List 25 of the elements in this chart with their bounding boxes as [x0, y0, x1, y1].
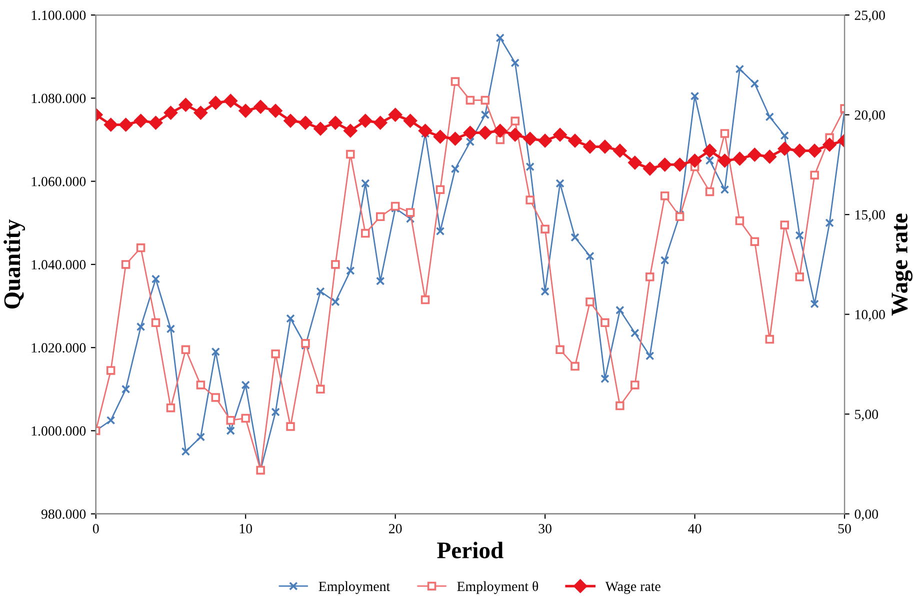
- x-tick-label: 40: [688, 524, 702, 534]
- y2-tick-label: 5,00: [855, 410, 878, 422]
- legend-label: Employment θ: [457, 581, 538, 594]
- y-tick-label: 1.000.000: [32, 426, 86, 436]
- x-tick-label: 0: [92, 524, 99, 534]
- y-axis-title: Quantity: [4, 219, 26, 309]
- y2-tick-label: 15,00: [855, 210, 885, 222]
- x-tick-label: 50: [838, 524, 851, 534]
- y2-tick-label: 25,00: [854, 10, 885, 22]
- y2-tick-label: 20,00: [854, 110, 885, 122]
- y-tick-label: 1.080.000: [32, 94, 86, 104]
- y2-tick-label: 10,00: [855, 310, 885, 322]
- x-tick-label: 10: [240, 524, 252, 534]
- y-tick-label: 980.000: [41, 509, 86, 519]
- x-tick-label: 20: [388, 524, 402, 534]
- legend-label: Employment: [318, 581, 390, 594]
- legend-label: Wage rate: [605, 582, 660, 594]
- y-tick-label: 1.060.000: [32, 176, 86, 186]
- x-axis-title: Period: [437, 542, 504, 558]
- y-tick-label: 1.020.000: [32, 343, 86, 353]
- y-tick-label: 1.100.000: [32, 10, 86, 20]
- x-tick-label: 30: [538, 524, 552, 534]
- y2-axis-title: Wage rate: [892, 214, 912, 316]
- y-tick-label: 1.040.000: [32, 260, 86, 270]
- y2-tick-label: 0,00: [854, 509, 878, 521]
